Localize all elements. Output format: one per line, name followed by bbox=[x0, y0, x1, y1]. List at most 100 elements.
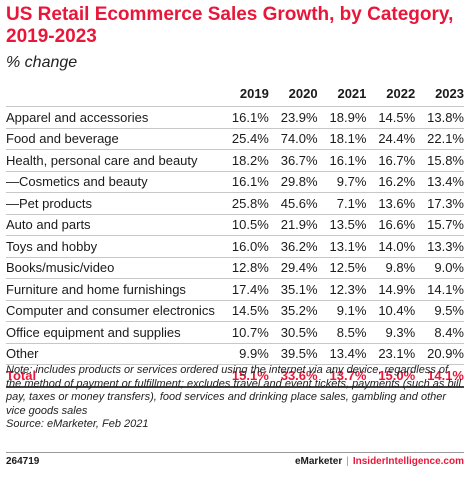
brand-name: eMarketer bbox=[294, 456, 343, 467]
brand: eMarketer | InsiderIntelligence.com bbox=[295, 456, 464, 467]
row-category: —Pet products bbox=[6, 192, 220, 215]
chart-subtitle: % change bbox=[6, 54, 78, 71]
chart-id: 264719 bbox=[6, 456, 40, 467]
cell-value: 29.8% bbox=[268, 171, 318, 193]
row-category: Food and beverage bbox=[6, 128, 220, 150]
cell-value: 14.5% bbox=[220, 300, 269, 322]
table-row: Auto and parts 10.5% 21.9% 13.5% 16.6% 15.7% bbox=[6, 214, 464, 236]
cell-value: 13.7% bbox=[317, 364, 367, 388]
cell-value: 23.9% bbox=[268, 106, 318, 129]
cell-value: 16.6% bbox=[366, 214, 416, 236]
table-row: Books/music/video 12.8% 29.4% 12.5% 9.8% 9.0% bbox=[6, 257, 464, 279]
cell-value: 16.2% bbox=[366, 171, 416, 193]
source-text: Source: eMarketer, Feb 2021 bbox=[6, 418, 149, 430]
cell-value: 13.4% bbox=[415, 171, 464, 193]
cell-value: 9.9% bbox=[220, 343, 269, 365]
cell-value: 8.4% bbox=[415, 321, 464, 344]
cell-value: 16.1% bbox=[220, 171, 269, 193]
cell-value: 18.2% bbox=[220, 149, 269, 172]
table-row: Other 9.9% 39.5% 13.4% 23.1% 20.9% bbox=[6, 343, 464, 365]
cell-value: 17.3% bbox=[415, 192, 464, 215]
cell-value: 13.5% bbox=[317, 214, 367, 236]
cell-value: 9.3% bbox=[366, 321, 416, 344]
cell-value: 25.4% bbox=[220, 128, 269, 150]
cell-value: 45.6% bbox=[268, 192, 318, 215]
cell-value: 36.2% bbox=[268, 235, 318, 258]
header-category bbox=[6, 80, 220, 107]
cell-value: 13.4% bbox=[317, 343, 367, 365]
row-category: —Cosmetics and beauty bbox=[6, 171, 220, 193]
cell-value: 20.9% bbox=[415, 343, 464, 365]
cell-value: 14.1% bbox=[415, 278, 464, 301]
cell-value: 13.1% bbox=[317, 235, 367, 258]
row-category: Apparel and accessories bbox=[6, 106, 220, 129]
header-year: 2019 bbox=[220, 80, 269, 107]
cell-value: 12.3% bbox=[317, 278, 367, 301]
cell-value: 9.8% bbox=[366, 257, 416, 279]
cell-value: 24.4% bbox=[366, 128, 416, 150]
cell-value: 15.7% bbox=[415, 214, 464, 236]
row-category: Total bbox=[6, 364, 220, 388]
row-category: Office equipment and supplies bbox=[6, 321, 220, 344]
cell-value: 21.9% bbox=[268, 214, 318, 236]
row-category: Computer and consumer electronics bbox=[6, 300, 220, 322]
cell-value: 35.1% bbox=[268, 278, 318, 301]
footer: 264719 eMarketer | InsiderIntelligence.com bbox=[6, 452, 464, 467]
cell-value: 14.5% bbox=[366, 106, 416, 129]
table-row: Toys and hobby 16.0% 36.2% 13.1% 14.0% 13.3% bbox=[6, 235, 464, 258]
cell-value: 39.5% bbox=[268, 343, 318, 365]
cell-value: 22.1% bbox=[415, 128, 464, 150]
chart-title: US Retail Ecommerce Sales Growth, by Cat… bbox=[6, 4, 454, 47]
note-text: Note: includes products or services orde… bbox=[6, 364, 461, 417]
table-row: —Cosmetics and beauty 16.1% 29.8% 9.7% 16.2%… bbox=[6, 171, 464, 193]
header-year: 2022 bbox=[366, 80, 416, 107]
table-row: Office equipment and supplies 10.7% 30.5% 8… bbox=[6, 321, 464, 344]
table-row: Food and beverage 25.4% 74.0% 18.1% 24.4% 22.… bbox=[6, 128, 464, 150]
cell-value: 15.0% bbox=[366, 364, 416, 388]
header-year: 2023 bbox=[415, 80, 464, 107]
cell-value: 16.7% bbox=[366, 149, 416, 172]
cell-value: 14.9% bbox=[366, 278, 416, 301]
cell-value: 18.9% bbox=[317, 106, 367, 129]
cell-value: 10.4% bbox=[366, 300, 416, 322]
row-category: Toys and hobby bbox=[6, 235, 220, 258]
cell-value: 12.5% bbox=[317, 257, 367, 279]
brand-site: InsiderIntelligence.com bbox=[352, 456, 464, 467]
brand-separator: | bbox=[346, 456, 349, 467]
row-category: Auto and parts bbox=[6, 214, 220, 236]
cell-value: 8.5% bbox=[317, 321, 367, 344]
cell-value: 13.8% bbox=[415, 106, 464, 129]
table-body: Apparel and accessories 16.1% 23.9% 18.9% 14… bbox=[6, 106, 464, 388]
cell-value: 9.1% bbox=[317, 300, 367, 322]
cell-value: 15.8% bbox=[415, 149, 464, 172]
cell-value: 35.2% bbox=[268, 300, 318, 322]
table-row: —Pet products 25.8% 45.6% 7.1% 13.6% 17.3% bbox=[6, 192, 464, 215]
cell-value: 16.1% bbox=[220, 106, 269, 129]
cell-value: 16.1% bbox=[317, 149, 367, 172]
cell-value: 12.8% bbox=[220, 257, 269, 279]
cell-value: 14.0% bbox=[366, 235, 416, 258]
cell-value: 17.4% bbox=[220, 278, 269, 301]
cell-value: 23.1% bbox=[366, 343, 416, 365]
row-category: Health, personal care and beauty bbox=[6, 149, 220, 172]
cell-value: 13.3% bbox=[415, 235, 464, 258]
chart-note: Note: includes products or services orde… bbox=[6, 364, 464, 432]
header-year: 2021 bbox=[317, 80, 367, 107]
data-table: 2019 2020 2021 2022 2023 Apparel and acc… bbox=[6, 80, 464, 388]
cell-value: 18.1% bbox=[317, 128, 367, 150]
cell-value: 25.8% bbox=[220, 192, 269, 215]
table-row: Furniture and home furnishings 17.4% 35.1%… bbox=[6, 278, 464, 301]
total-row: Total 15.1% 33.6% 13.7% 15.0% 14.1% bbox=[6, 364, 464, 388]
table-row: Computer and consumer electronics 14.5% 35… bbox=[6, 300, 464, 322]
cell-value: 10.5% bbox=[220, 214, 269, 236]
cell-value: 9.7% bbox=[317, 171, 367, 193]
cell-value: 9.0% bbox=[415, 257, 464, 279]
cell-value: 14.1% bbox=[415, 364, 464, 388]
cell-value: 13.6% bbox=[366, 192, 416, 215]
cell-value: 36.7% bbox=[268, 149, 318, 172]
row-category: Other bbox=[6, 343, 220, 365]
table-row: Health, personal care and beauty 18.2% 36.… bbox=[6, 149, 464, 172]
table-row: Apparel and accessories 16.1% 23.9% 18.9% 14… bbox=[6, 106, 464, 129]
cell-value: 29.4% bbox=[268, 257, 318, 279]
header-row: 2019 2020 2021 2022 2023 bbox=[6, 80, 464, 107]
